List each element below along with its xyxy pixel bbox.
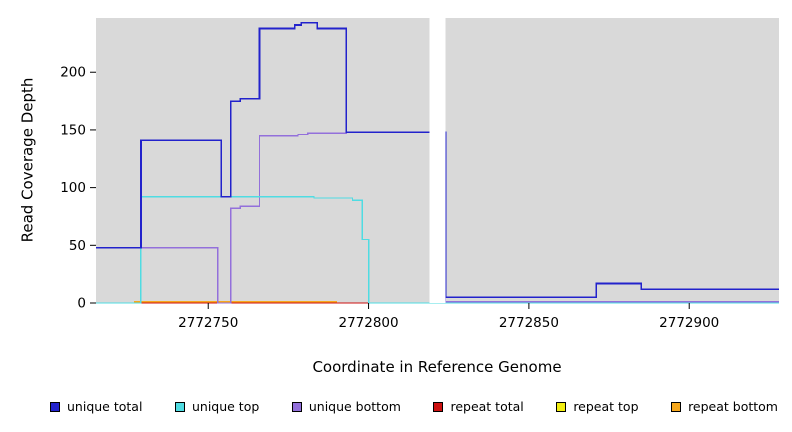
y-tick-label: 150 [60,122,86,138]
legend-label: unique top [191,399,260,414]
y-tick-label: 50 [69,238,86,254]
legend-item-unique-bottom: unique bottom [291,399,401,414]
y-axis-title: Read Coverage Depth [18,77,37,243]
legend-swatch-unique-top [174,401,185,412]
legend-item-repeat-bottom: repeat bottom [671,399,778,414]
legend-swatch-repeat-top [556,401,567,412]
x-tick-label: 2772800 [338,315,398,331]
legend-label: repeat total [450,399,524,414]
x-tick-label: 2772850 [499,315,559,331]
coverage-gap [429,14,446,303]
legend-item-repeat-top: repeat top [556,399,639,414]
legend-swatch-unique-bottom [291,401,302,412]
legend-item-repeat-total: repeat total [433,399,524,414]
legend: unique total unique top unique bottom repea… [0,399,792,414]
y-tick-label: 0 [77,296,86,312]
legend-label: unique bottom [308,399,401,414]
legend-label: unique total [67,399,143,414]
legend-swatch-unique-total [50,401,60,412]
y-tick-label: 200 [60,65,86,81]
x-axis-title: Coordinate in Reference Genome [312,358,562,376]
x-tick-label: 2772750 [178,315,238,331]
legend-label: repeat top [573,399,639,414]
legend-item-unique-total: unique total [50,399,142,414]
y-tick-label: 100 [60,180,86,196]
legend-item-unique-top: unique top [174,399,260,414]
legend-swatch-repeat-total [433,401,444,412]
series-unique-total [96,21,779,299]
x-tick-label: 2772900 [659,315,719,331]
legend-label: repeat bottom [688,399,778,414]
legend-swatch-repeat-bottom [671,401,682,412]
